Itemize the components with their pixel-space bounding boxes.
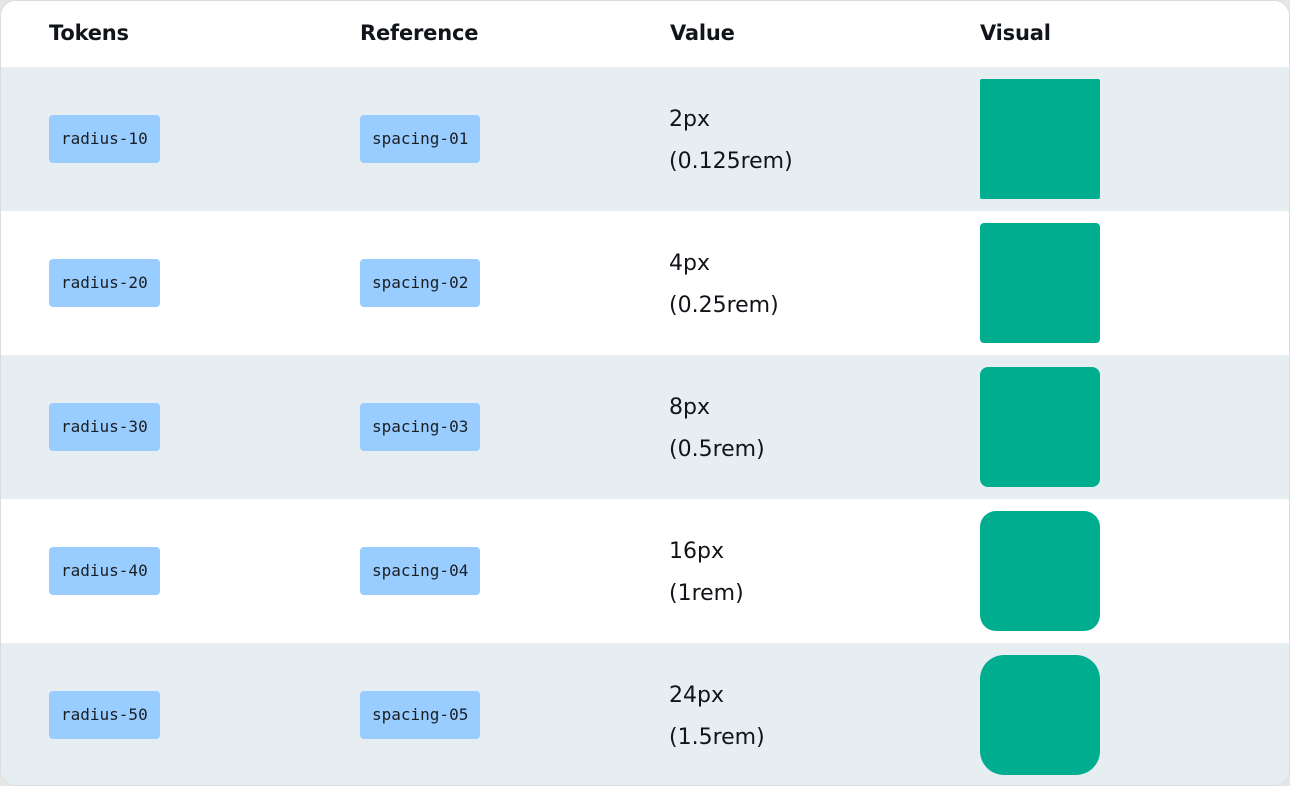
header-tokens: Tokens	[49, 21, 129, 45]
value-cell: 2px (0.125rem)	[669, 99, 793, 183]
value-px: 24px	[669, 683, 724, 708]
value-cell: 16px (1rem)	[669, 531, 744, 615]
reference-chip: spacing-05	[360, 691, 481, 739]
token-chip: radius-10	[49, 115, 160, 163]
header-value: Value	[670, 21, 735, 45]
value-cell: 8px (0.5rem)	[669, 387, 765, 471]
radius-swatch	[980, 223, 1100, 343]
radius-swatch	[980, 511, 1100, 631]
radius-swatch	[980, 655, 1100, 775]
value-rem: (1rem)	[669, 581, 744, 606]
table-row: radius-10 spacing-01 2px (0.125rem)	[1, 67, 1289, 211]
header-reference: Reference	[360, 21, 479, 45]
radius-swatch	[980, 367, 1100, 487]
reference-chip: spacing-03	[360, 403, 481, 451]
table-row: radius-20 spacing-02 4px (0.25rem)	[1, 211, 1289, 355]
reference-chip: spacing-04	[360, 547, 481, 595]
value-rem: (0.125rem)	[669, 149, 793, 174]
value-rem: (0.5rem)	[669, 437, 765, 462]
value-rem: (1.5rem)	[669, 725, 765, 750]
table-row: radius-40 spacing-04 16px (1rem)	[1, 499, 1289, 643]
header-visual: Visual	[980, 21, 1051, 45]
token-chip: radius-50	[49, 691, 160, 739]
value-rem: (0.25rem)	[669, 293, 779, 318]
reference-chip: spacing-02	[360, 259, 481, 307]
value-cell: 24px (1.5rem)	[669, 675, 765, 759]
radius-swatch	[980, 79, 1100, 199]
value-px: 16px	[669, 539, 724, 564]
table-row: radius-50 spacing-05 24px (1.5rem)	[1, 643, 1289, 785]
token-chip: radius-20	[49, 259, 160, 307]
token-chip: radius-30	[49, 403, 160, 451]
value-px: 8px	[669, 395, 710, 420]
table-header-row: Tokens Reference Value Visual	[1, 1, 1289, 67]
token-chip: radius-40	[49, 547, 160, 595]
value-px: 2px	[669, 107, 710, 132]
table-row: radius-30 spacing-03 8px (0.5rem)	[1, 355, 1289, 499]
value-cell: 4px (0.25rem)	[669, 243, 779, 327]
reference-chip: spacing-01	[360, 115, 481, 163]
value-px: 4px	[669, 251, 710, 276]
